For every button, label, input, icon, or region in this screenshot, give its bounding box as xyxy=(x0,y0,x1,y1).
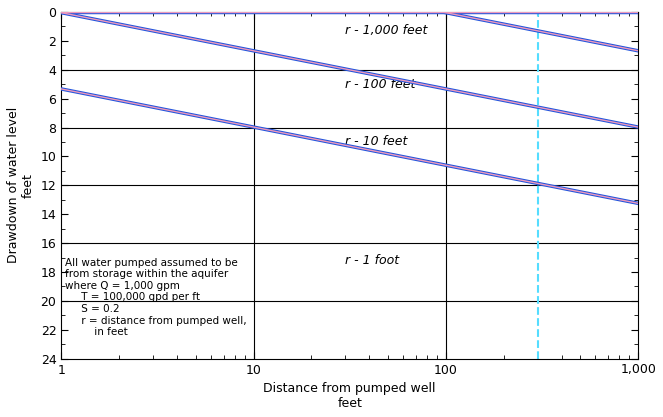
X-axis label: Distance from pumped well
feet: Distance from pumped well feet xyxy=(263,382,436,410)
Text: r - 1,000 feet: r - 1,000 feet xyxy=(345,24,428,37)
Text: r - 100 feet: r - 100 feet xyxy=(345,78,416,90)
Text: All water pumped assumed to be
from storage within the aquifer
where Q = 1,000 g: All water pumped assumed to be from stor… xyxy=(66,258,247,337)
Text: r - 1 foot: r - 1 foot xyxy=(345,254,399,267)
Text: r - 10 feet: r - 10 feet xyxy=(345,136,408,148)
Y-axis label: Drawdown of water level
feet: Drawdown of water level feet xyxy=(7,107,35,264)
